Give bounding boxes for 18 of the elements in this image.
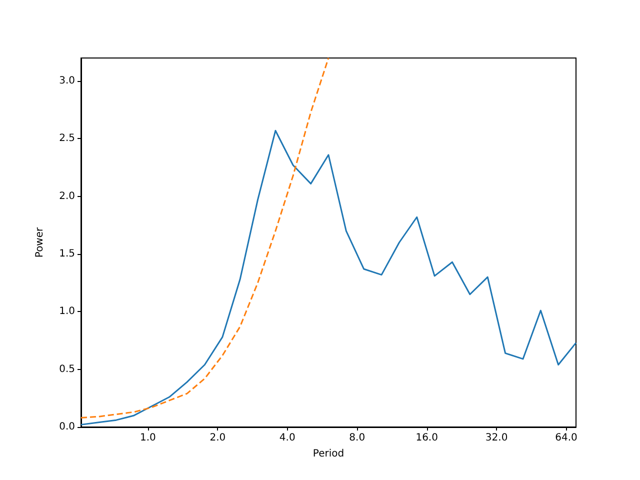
- x-tick-label: 16.0: [416, 432, 438, 444]
- y-tick-label: 0.0: [59, 422, 75, 432]
- y-tick-label: 1.0: [59, 306, 75, 318]
- y-tick-label: 3.0: [59, 76, 75, 87]
- line-series: [80, 57, 330, 419]
- x-tick-label: 64.0: [555, 432, 578, 444]
- line-series: [80, 130, 577, 426]
- x-axis-title: Period: [312, 448, 344, 460]
- y-tick-label: 1.5: [59, 248, 75, 260]
- x-tick-label: 1.0: [140, 432, 156, 444]
- y-tick-label: 0.5: [59, 364, 75, 375]
- y-tick-label: 2.0: [59, 190, 75, 202]
- y-tick-label: 2.5: [59, 133, 75, 144]
- y-axis-title: Power: [34, 226, 46, 258]
- x-tick-label: 4.0: [279, 432, 296, 444]
- x-tick-label: 32.0: [485, 432, 508, 444]
- x-tick-label: 2.0: [210, 432, 226, 444]
- x-tick-label: 8.0: [349, 432, 366, 444]
